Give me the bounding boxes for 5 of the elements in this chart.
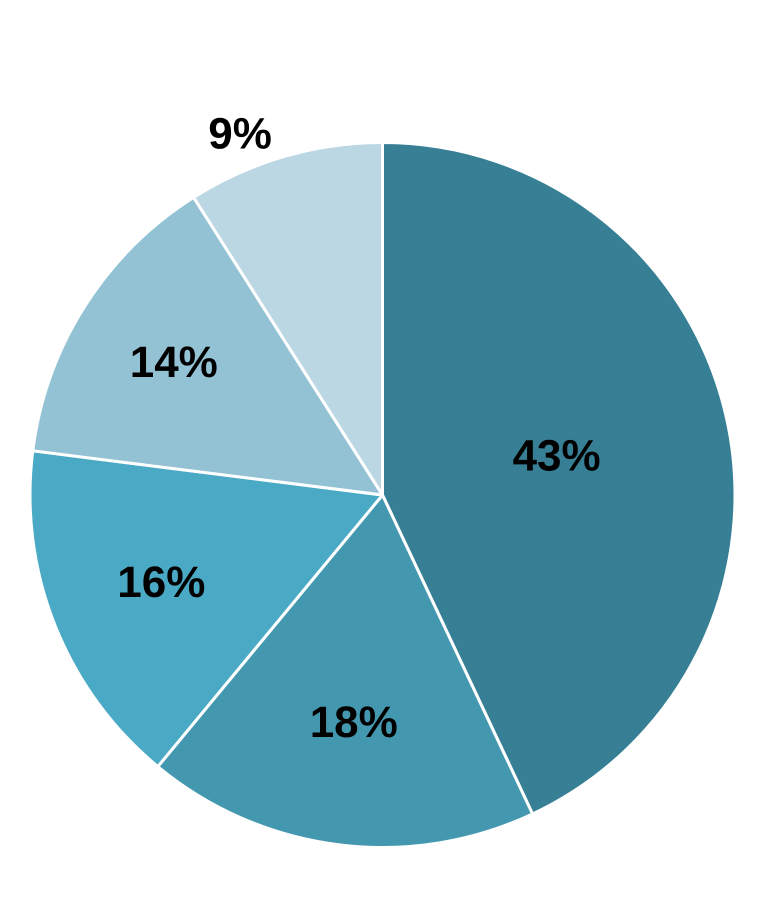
data-label: 14%: [130, 338, 218, 388]
data-label: 18%: [310, 698, 398, 748]
data-label: 9%: [208, 109, 272, 158]
data-label: 16%: [117, 558, 206, 608]
data-label: 43%: [512, 432, 601, 481]
